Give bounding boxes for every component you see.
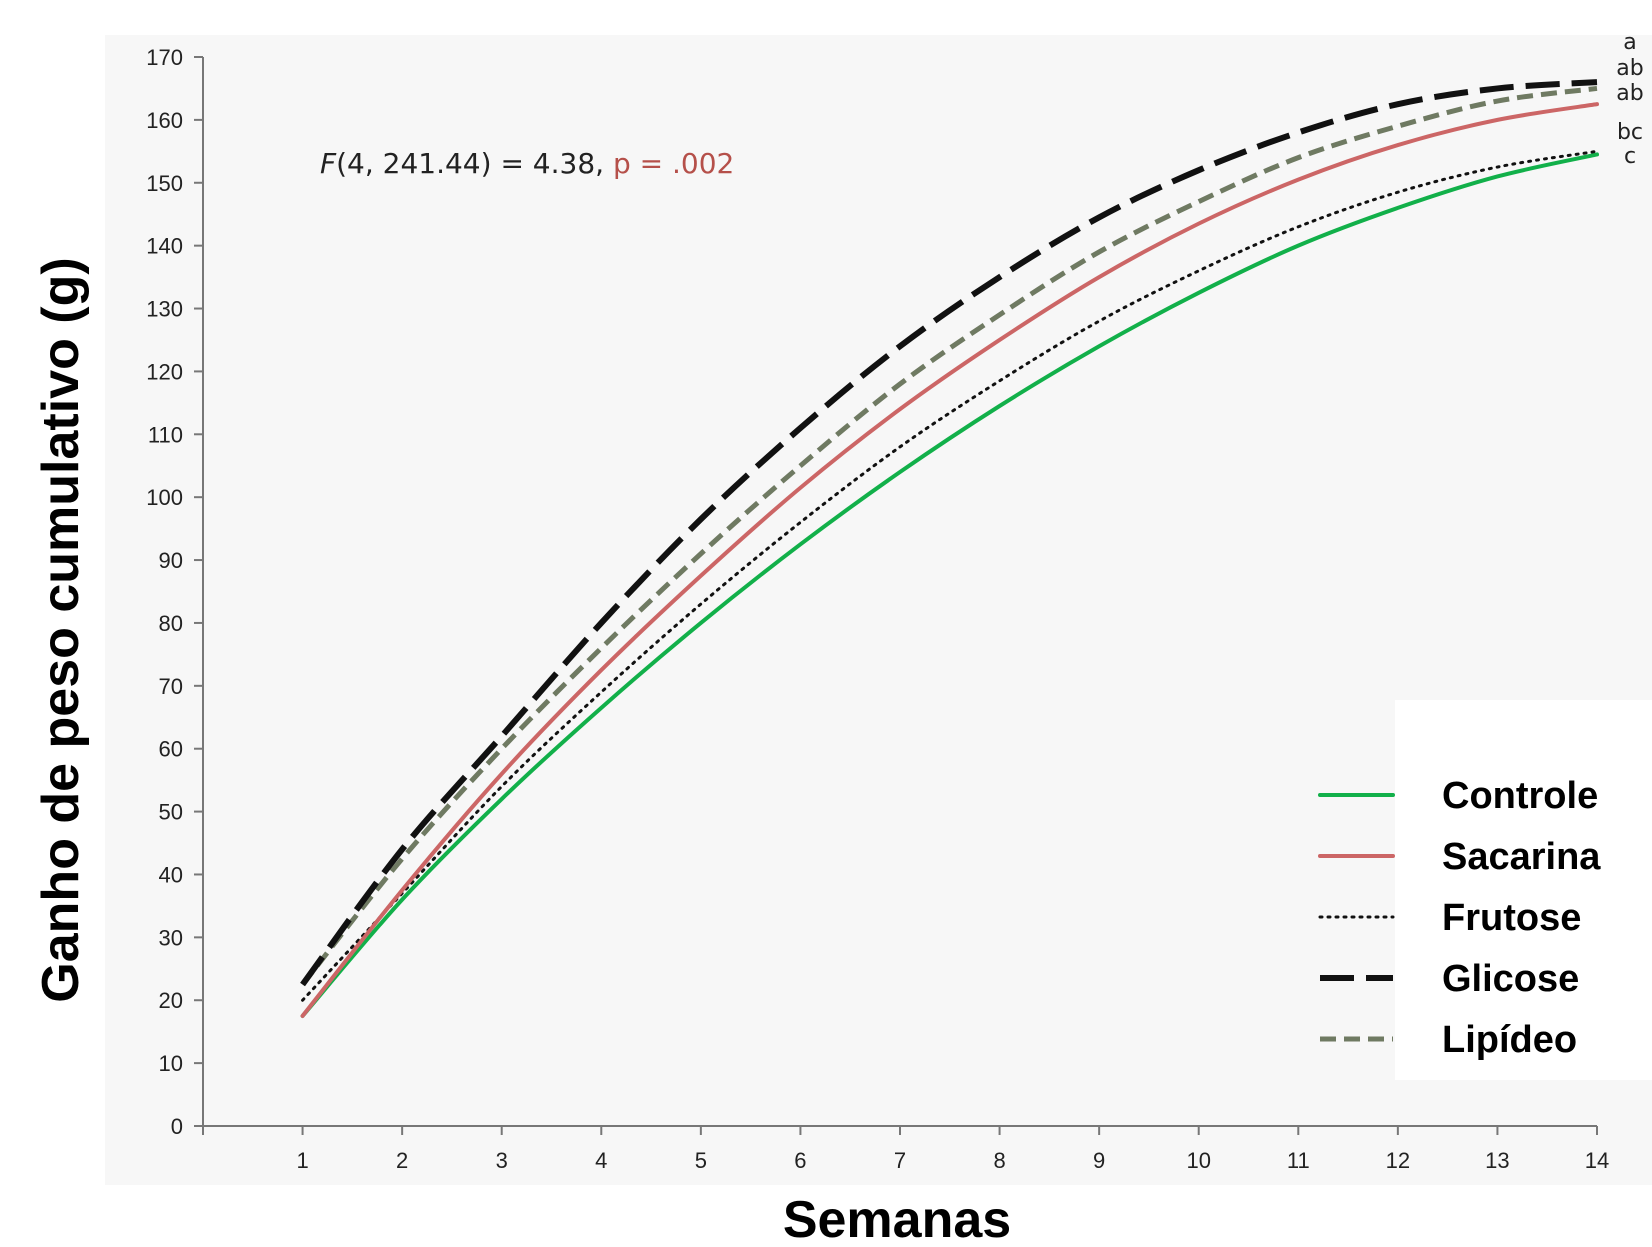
legend-label: Glicose (1442, 958, 1579, 1000)
y-tick-label: 60 (159, 737, 183, 762)
legend-label: Frutose (1442, 897, 1581, 939)
axes: 0102030405060708090100110120130140150160… (146, 45, 1609, 1173)
p-value: p = .002 (613, 147, 734, 180)
y-tick-label: 80 (159, 611, 183, 636)
legend-label: Controle (1442, 775, 1598, 817)
y-tick-label: 170 (146, 45, 183, 70)
y-tick-label: 30 (159, 925, 183, 950)
series-line-frutose (301, 149, 1599, 1002)
x-tick-label: 11 (1287, 1148, 1310, 1173)
series-line-sacarina (300, 102, 1599, 1018)
x-tick-label: 10 (1186, 1148, 1210, 1173)
y-tick-label: 0 (171, 1114, 183, 1139)
plot-background (105, 35, 1652, 1185)
y-tick-label: 130 (146, 297, 183, 322)
x-tick-label: 9 (1093, 1148, 1105, 1173)
y-tick-label: 150 (146, 171, 183, 196)
stat-text: (4, 241.44) = 4.38, (336, 147, 613, 180)
sig-letter: ab (1616, 81, 1643, 106)
legend-label: Sacarina (1442, 836, 1601, 878)
series-line-glicose (300, 79, 1598, 987)
y-tick-label: 50 (159, 800, 183, 825)
y-tick-label: 120 (146, 359, 183, 384)
x-tick-label: 5 (695, 1148, 707, 1173)
y-tick-label: 70 (159, 674, 183, 699)
x-tick-label: 13 (1485, 1148, 1509, 1173)
y-tick-label: 110 (148, 422, 183, 447)
x-tick-label: 8 (993, 1148, 1005, 1173)
y-axis-title: Ganho de peso cumulativo (g) (32, 257, 90, 1002)
x-tick-label: 6 (794, 1148, 806, 1173)
series-line-lipdeo (300, 85, 1598, 987)
sig-letter: c (1624, 144, 1636, 169)
x-tick-label: 2 (396, 1148, 408, 1173)
stat-prefix: F (320, 147, 337, 180)
stat-annotation: F(4, 241.44) = 4.38, p = .002 (320, 147, 734, 180)
x-tick-label: 14 (1585, 1148, 1609, 1173)
y-tick-label: 160 (146, 108, 183, 133)
sig-letter: bc (1617, 120, 1643, 145)
legend-background (1395, 700, 1652, 1080)
x-tick-label: 12 (1386, 1148, 1410, 1173)
x-tick-label: 3 (496, 1148, 508, 1173)
sig-letter: ab (1616, 56, 1643, 81)
sig-letter: a (1623, 30, 1636, 55)
y-tick-label: 140 (146, 234, 183, 259)
y-tick-label: 20 (159, 988, 183, 1013)
series-layer (300, 79, 1599, 1018)
x-tick-label: 7 (894, 1148, 906, 1173)
y-tick-label: 100 (146, 485, 183, 510)
x-axis-title: Semanas (783, 1191, 1011, 1247)
x-tick-label: 1 (296, 1148, 308, 1173)
legend: Controle Sacarina Frutose Glicose Lipídeo (1318, 775, 1601, 1061)
x-tick-label: 4 (595, 1148, 607, 1173)
y-tick-label: 40 (159, 862, 183, 887)
series-line-controle (300, 152, 1599, 1018)
y-tick-label: 90 (159, 548, 183, 573)
legend-label: Lipídeo (1442, 1019, 1577, 1061)
y-tick-label: 10 (159, 1051, 183, 1076)
